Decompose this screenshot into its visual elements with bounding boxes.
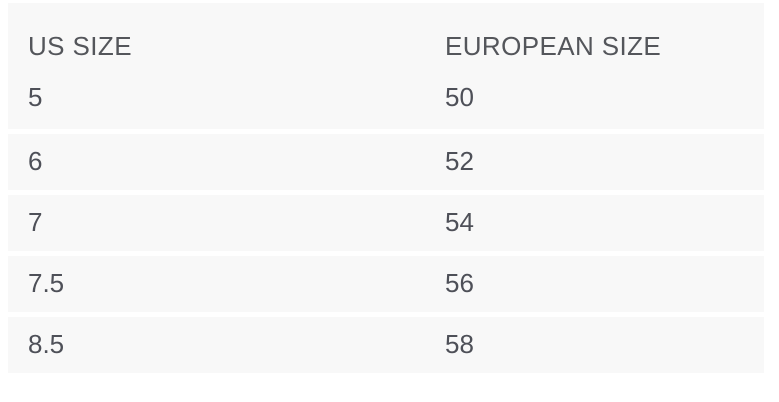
us-size-cell: 6 <box>8 129 425 190</box>
european-size-cell: 52 <box>425 129 764 190</box>
us-size-cell: 5 <box>8 68 425 129</box>
table-row: 6 52 <box>8 129 764 190</box>
size-conversion-table: US SIZE EUROPEAN SIZE 5 50 6 52 7 54 7.5… <box>8 3 764 373</box>
header-row: US SIZE EUROPEAN SIZE <box>8 3 764 68</box>
table-row: 7 54 <box>8 190 764 251</box>
table-row: 8.5 58 <box>8 312 764 373</box>
column-header-us-size: US SIZE <box>8 3 425 68</box>
table-row: 7.5 56 <box>8 251 764 312</box>
us-size-cell: 8.5 <box>8 312 425 373</box>
european-size-cell: 54 <box>425 190 764 251</box>
column-header-european-size: EUROPEAN SIZE <box>425 3 764 68</box>
european-size-cell: 58 <box>425 312 764 373</box>
us-size-cell: 7 <box>8 190 425 251</box>
us-size-cell: 7.5 <box>8 251 425 312</box>
european-size-cell: 56 <box>425 251 764 312</box>
european-size-cell: 50 <box>425 68 764 129</box>
table-row: 5 50 <box>8 68 764 129</box>
